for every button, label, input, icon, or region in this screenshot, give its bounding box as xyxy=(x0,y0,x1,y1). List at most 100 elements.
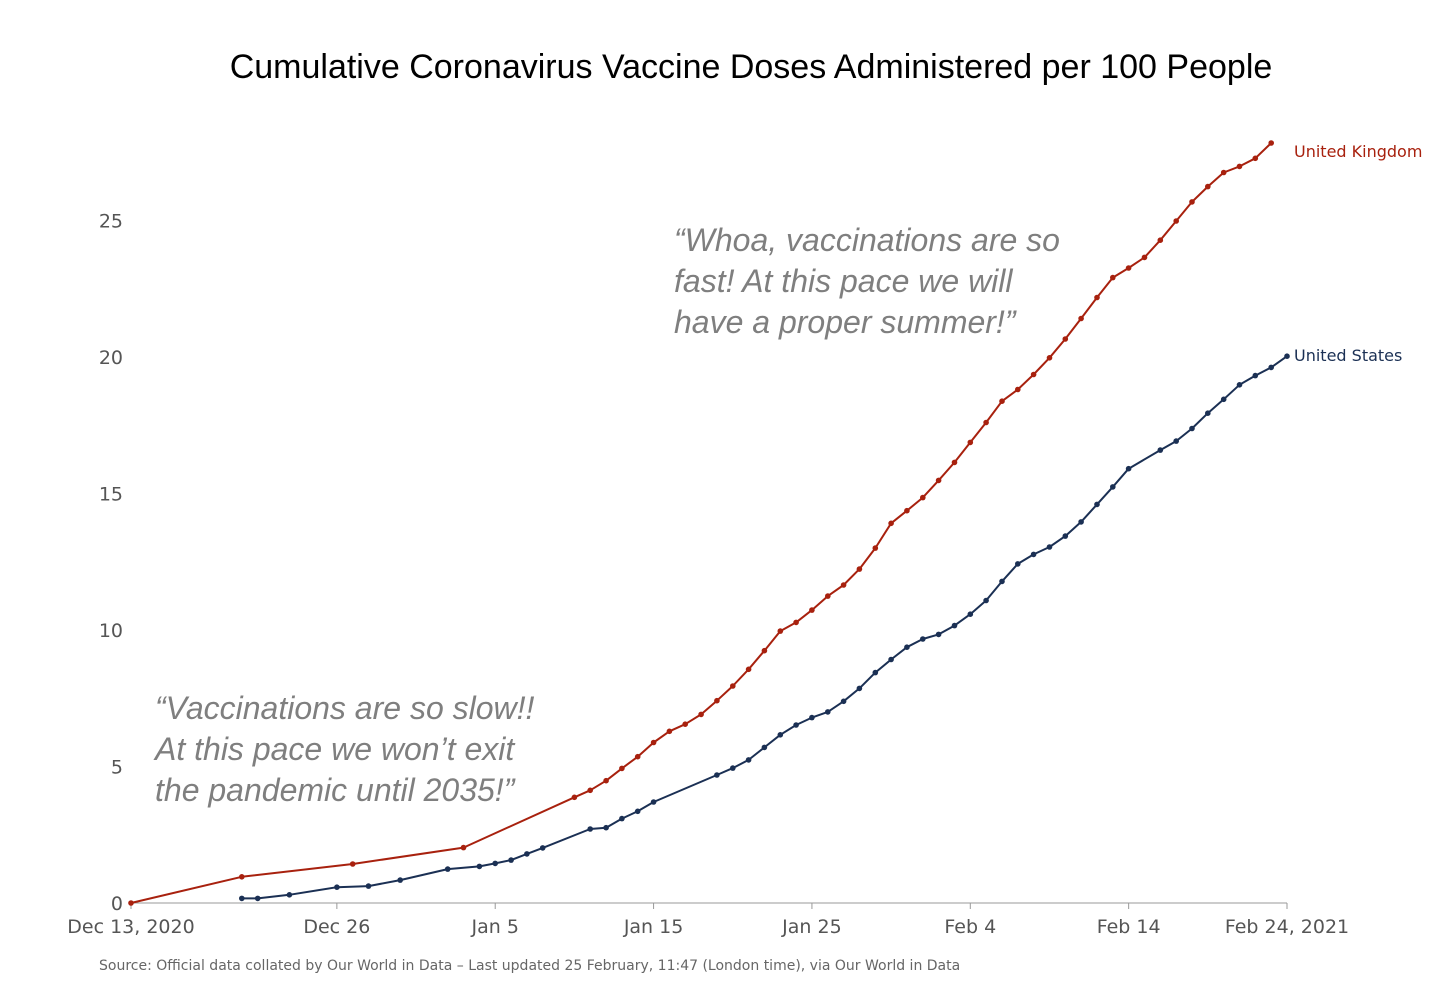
series-label: United States xyxy=(1294,346,1402,365)
data-point xyxy=(872,545,879,551)
data-point xyxy=(825,709,831,715)
data-point xyxy=(856,566,863,572)
data-point xyxy=(714,697,720,704)
data-point xyxy=(1173,218,1179,224)
data-point xyxy=(761,647,768,654)
data-point xyxy=(714,772,720,778)
x-tick-label: Jan 5 xyxy=(471,916,519,938)
data-point xyxy=(1046,544,1053,550)
data-point xyxy=(1030,551,1037,558)
data-point xyxy=(1046,355,1053,361)
data-point xyxy=(524,851,530,857)
source-note: Source: Official data collated by Our Wo… xyxy=(99,958,961,974)
data-point xyxy=(650,739,657,746)
data-point xyxy=(793,722,799,728)
data-point xyxy=(1268,140,1274,146)
data-point xyxy=(1030,371,1037,378)
data-point xyxy=(619,765,625,772)
data-point xyxy=(1157,447,1164,453)
data-point xyxy=(1284,353,1290,360)
data-point xyxy=(777,732,784,738)
y-tick-label: 5 xyxy=(111,757,123,779)
data-point xyxy=(587,787,593,794)
data-point xyxy=(967,611,974,617)
data-point xyxy=(999,398,1005,405)
series-united-states: United States xyxy=(239,346,1402,902)
data-point xyxy=(935,477,942,484)
data-point xyxy=(1062,533,1069,539)
data-point xyxy=(730,765,736,771)
annotation-line: the pandemic until 2035!” xyxy=(155,772,515,808)
annotation-fast-quote: “Whoa, vaccinations are so fast! At this… xyxy=(674,220,1060,343)
data-point xyxy=(983,597,989,604)
data-point xyxy=(634,753,641,760)
data-point xyxy=(334,884,340,890)
data-point xyxy=(1205,410,1211,417)
data-point xyxy=(666,728,673,735)
data-point xyxy=(967,439,974,446)
data-point xyxy=(730,683,736,689)
data-point xyxy=(1125,265,1132,271)
data-point xyxy=(1220,396,1227,403)
data-point xyxy=(999,578,1005,585)
data-point xyxy=(793,619,799,626)
y-axis-ticks: 0 5 10 15 20 25 xyxy=(99,211,123,916)
data-point xyxy=(1205,183,1211,190)
data-point xyxy=(365,883,372,889)
y-tick-label: 25 xyxy=(99,211,123,233)
data-point xyxy=(761,744,768,751)
data-point xyxy=(634,808,641,815)
data-point xyxy=(1094,501,1100,508)
data-point xyxy=(1220,169,1227,176)
x-tick-label: Dec 26 xyxy=(303,916,370,938)
data-point xyxy=(840,582,847,588)
data-point xyxy=(1078,315,1084,322)
data-point xyxy=(1157,237,1164,243)
x-tick-label: Jan 25 xyxy=(781,916,842,938)
x-axis: Dec 13, 2020 Dec 26 Jan 5 Jan 15 Jan 25 Feb 4… xyxy=(67,902,1349,938)
data-point xyxy=(349,861,356,867)
series-layer: United Kingdom United States xyxy=(128,140,1422,906)
data-point xyxy=(825,593,831,599)
data-point xyxy=(571,794,578,801)
data-point xyxy=(397,877,404,883)
data-point xyxy=(1268,364,1274,371)
data-point xyxy=(444,866,451,872)
data-point xyxy=(128,900,134,906)
data-point xyxy=(1062,336,1069,342)
chart-title: Cumulative Coronavirus Vaccine Doses Adm… xyxy=(229,48,1273,86)
data-point xyxy=(1094,294,1100,301)
data-point xyxy=(619,815,625,822)
x-tick-label: Jan 15 xyxy=(623,916,684,938)
data-point xyxy=(1189,199,1195,205)
data-point xyxy=(951,622,958,629)
y-tick-label: 15 xyxy=(99,484,123,506)
data-point xyxy=(239,895,245,902)
data-point xyxy=(1078,519,1084,525)
data-point xyxy=(951,459,958,466)
data-point xyxy=(983,419,989,426)
x-tick-label: Dec 13, 2020 xyxy=(67,916,194,938)
data-point xyxy=(1015,561,1021,567)
x-tick-label: Feb 14 xyxy=(1097,916,1161,938)
data-point xyxy=(1236,163,1243,170)
data-point xyxy=(745,757,752,763)
data-point xyxy=(1125,465,1132,472)
data-point xyxy=(904,644,910,650)
series-label: United Kingdom xyxy=(1294,142,1422,161)
data-point xyxy=(1015,386,1021,393)
data-point xyxy=(840,698,847,705)
data-point xyxy=(682,721,688,727)
data-point xyxy=(286,892,293,898)
series-line xyxy=(241,355,1288,900)
data-point xyxy=(1110,484,1116,490)
data-point xyxy=(872,669,879,676)
data-point xyxy=(888,520,894,527)
data-point xyxy=(650,799,657,805)
data-point xyxy=(1110,274,1116,281)
annotation-line: fast! At this pace we will xyxy=(674,263,1013,299)
y-tick-label: 10 xyxy=(99,620,123,642)
data-point xyxy=(888,656,894,663)
data-point xyxy=(603,777,609,784)
